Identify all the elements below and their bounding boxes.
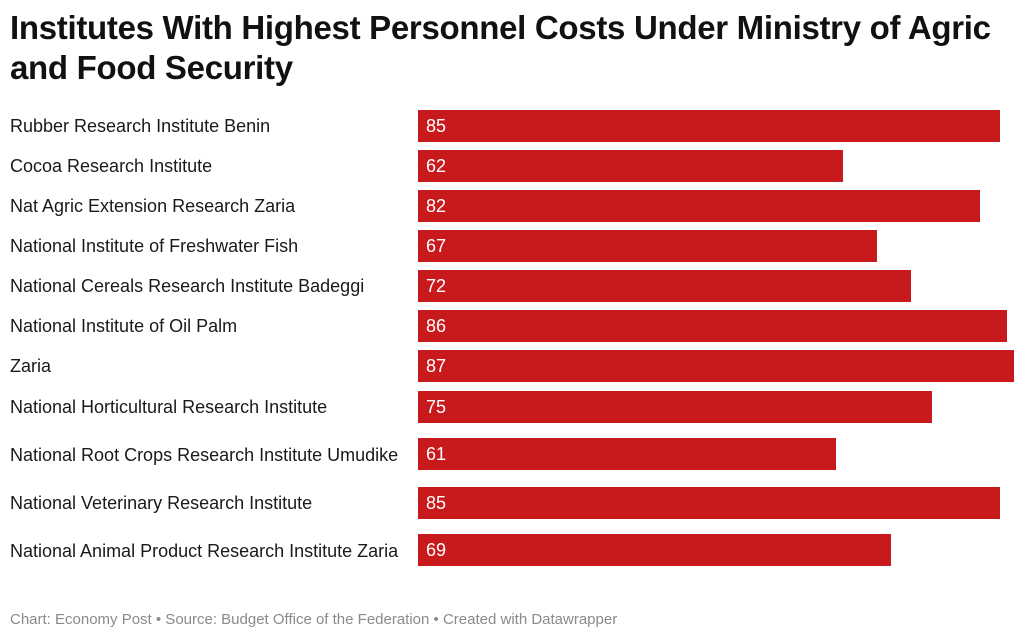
bar xyxy=(418,487,1001,519)
bar xyxy=(418,110,1001,142)
bar xyxy=(418,534,891,566)
bar xyxy=(418,310,1008,342)
bar-value-label: 69 xyxy=(426,540,447,560)
bar-value-label: 62 xyxy=(426,156,447,176)
bar-value-label: 87 xyxy=(426,356,447,376)
category-label: National Animal Product Research Institu… xyxy=(10,540,399,561)
category-label: Nat Agric Extension Research Zaria xyxy=(10,195,296,216)
category-label: National Root Crops Research Institute U… xyxy=(10,444,399,465)
category-label: Zaria xyxy=(10,355,52,376)
bar-value-label: 86 xyxy=(426,316,447,336)
chart-footer: Chart: Economy Post • Source: Budget Off… xyxy=(10,611,618,628)
category-label: National Horticultural Research Institut… xyxy=(10,396,328,417)
bar-value-label: 82 xyxy=(426,196,447,216)
category-label: Cocoa Research Institute xyxy=(10,155,213,176)
bar xyxy=(418,270,912,302)
category-label: National Institute of Oil Palm xyxy=(10,315,238,336)
bar-value-label: 85 xyxy=(426,116,447,136)
bar-value-label: 85 xyxy=(426,493,447,513)
bar xyxy=(418,350,1014,382)
category-label: Rubber Research Institute Benin xyxy=(10,115,271,136)
bar-value-label: 61 xyxy=(426,444,447,464)
bar xyxy=(418,150,843,182)
bar xyxy=(418,230,877,262)
bar xyxy=(418,190,980,222)
chart-title: Institutes With Highest Personnel Costs … xyxy=(10,9,991,86)
bar-value-label: 67 xyxy=(426,236,447,256)
category-label: National Institute of Freshwater Fish xyxy=(10,235,299,256)
bar-value-label: 75 xyxy=(426,397,447,417)
bar-value-label: 72 xyxy=(426,276,447,296)
category-label: National Cereals Research Institute Bade… xyxy=(10,275,365,296)
bar xyxy=(418,438,836,470)
bar xyxy=(418,391,932,423)
category-label: National Veterinary Research Institute xyxy=(10,492,313,513)
